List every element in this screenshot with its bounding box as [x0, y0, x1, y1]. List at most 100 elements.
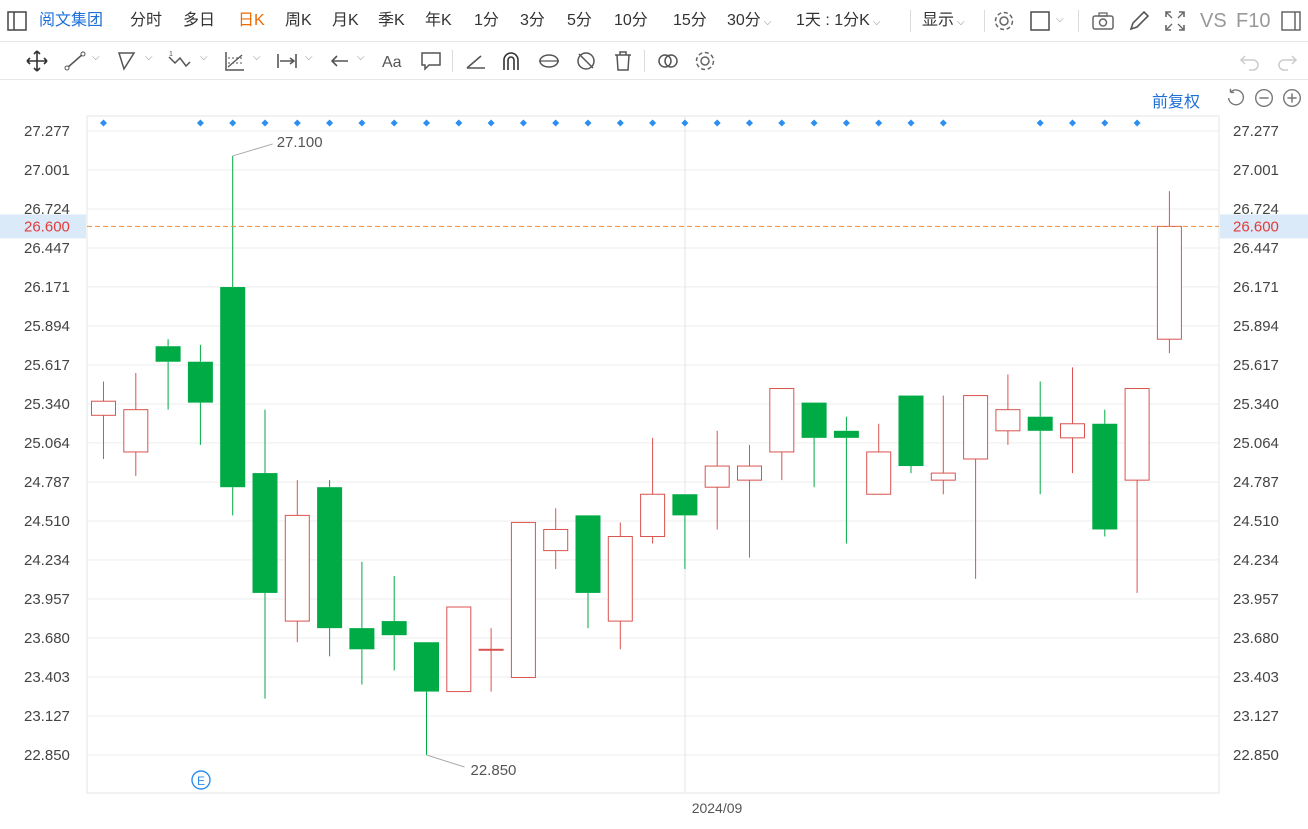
side-panel-icon[interactable]: [1278, 8, 1304, 34]
marker-diamond[interactable]: [423, 119, 430, 127]
marker-diamond[interactable]: [1069, 119, 1076, 127]
candlestick-chart[interactable]: 27.277 27.277 27.001 27.001 26.724 26.724 26.4…: [0, 80, 1308, 829]
undo-icon[interactable]: [1237, 48, 1263, 74]
magnet-icon[interactable]: [498, 48, 524, 74]
candle-27[interactable]: [963, 395, 989, 579]
marker-diamond[interactable]: [939, 119, 947, 127]
candle-24[interactable]: [866, 423, 892, 495]
marker-diamond[interactable]: [1101, 119, 1109, 127]
stock-name[interactable]: 阅文集团: [39, 12, 104, 29]
event-marker[interactable]: [191, 770, 211, 790]
period-tab-6[interactable]: 年K: [425, 12, 452, 29]
candle-29[interactable]: [1027, 381, 1053, 495]
candle-33[interactable]: [1156, 191, 1182, 354]
period-tab-10[interactable]: 10分: [614, 12, 648, 29]
marker-diamond[interactable]: [100, 119, 107, 127]
marker-diamond[interactable]: [261, 119, 269, 127]
period-tab-12[interactable]: 30分 ⌵: [727, 0, 771, 42]
period-tab-11[interactable]: 15分: [673, 12, 707, 29]
marker-diamond[interactable]: [326, 119, 334, 127]
marker-diamond[interactable]: [1133, 119, 1141, 127]
marker-diamond[interactable]: [519, 119, 527, 127]
period-tab-5[interactable]: 季K: [378, 12, 405, 29]
marker-diamond[interactable]: [552, 119, 560, 127]
candle-15[interactable]: [575, 515, 601, 629]
overlay-icon[interactable]: [655, 48, 681, 74]
period-tab-2[interactable]: 日K: [238, 12, 265, 29]
marker-diamond[interactable]: [810, 119, 818, 127]
marker-diamond[interactable]: [616, 119, 624, 127]
period-tab-4[interactable]: 月K: [332, 12, 359, 29]
candle-12[interactable]: [478, 628, 504, 692]
period-tab-1[interactable]: 多日: [183, 12, 216, 29]
candle-19[interactable]: [704, 430, 730, 530]
trash-icon[interactable]: [610, 48, 636, 74]
lock-drawings-icon[interactable]: [536, 48, 562, 74]
chevron-down-icon[interactable]: ⌵: [253, 52, 261, 63]
layout-square-icon[interactable]: [1027, 8, 1053, 34]
marker-diamond[interactable]: [907, 119, 915, 127]
candle-3[interactable]: [187, 344, 213, 445]
candle-30[interactable]: [1060, 367, 1085, 474]
candle-32[interactable]: [1124, 388, 1150, 593]
candle-17[interactable]: [640, 437, 666, 544]
candle-4[interactable]: [220, 155, 246, 516]
candle-11[interactable]: [446, 606, 472, 693]
reset-icon[interactable]: [1224, 86, 1248, 110]
candle-18[interactable]: [672, 494, 698, 569]
marker-diamond[interactable]: [713, 119, 721, 127]
marker-diamond[interactable]: [778, 119, 786, 127]
candle-1[interactable]: [123, 373, 149, 476]
period-tab-3[interactable]: 周K: [285, 12, 312, 29]
arrow-left-icon[interactable]: [327, 48, 353, 74]
marker-diamond[interactable]: [358, 119, 366, 127]
display-menu[interactable]: 显示 ⌵: [922, 0, 965, 42]
price-adjust-toggle[interactable]: 前复权: [1152, 94, 1201, 111]
redo-icon[interactable]: [1274, 48, 1300, 74]
sidebar-toggle-icon[interactable]: [4, 8, 30, 34]
candle-25[interactable]: [898, 395, 924, 474]
marker-diamond[interactable]: [487, 119, 495, 127]
candle-21[interactable]: [769, 388, 795, 481]
marker-diamond[interactable]: [1036, 119, 1044, 127]
chevron-down-icon[interactable]: ⌵: [305, 52, 313, 63]
period-tab-0[interactable]: 分时: [130, 12, 163, 29]
chevron-down-icon[interactable]: ⌵: [200, 52, 208, 63]
marker-diamond[interactable]: [390, 119, 398, 127]
f10-button[interactable]: F10: [1236, 10, 1271, 32]
candle-7[interactable]: [317, 480, 343, 657]
candle-20[interactable]: [737, 444, 762, 558]
candle-13[interactable]: [510, 521, 536, 678]
fullscreen-icon[interactable]: [1162, 8, 1188, 34]
candle-6[interactable]: [284, 480, 310, 643]
zoom-out-icon[interactable]: [1252, 86, 1276, 110]
range-measure-icon[interactable]: [274, 48, 300, 74]
marker-diamond[interactable]: [842, 119, 850, 127]
candle-26[interactable]: [930, 395, 956, 495]
move-icon[interactable]: [24, 48, 50, 74]
marker-diamond[interactable]: [746, 119, 753, 127]
marker-diamond[interactable]: [584, 119, 592, 127]
candle-16[interactable]: [607, 522, 633, 650]
pencil-icon[interactable]: [1126, 8, 1152, 34]
marker-diamond[interactable]: [681, 119, 689, 127]
marker-diamond[interactable]: [455, 119, 463, 127]
comment-icon[interactable]: [418, 48, 444, 74]
chevron-down-icon[interactable]: ⌵: [145, 52, 153, 63]
period-tab-7[interactable]: 1分: [474, 12, 499, 29]
trend-line-icon[interactable]: [62, 48, 88, 74]
candle-23[interactable]: [833, 416, 859, 544]
vs-compare-button[interactable]: VS: [1200, 10, 1227, 32]
interval-select[interactable]: 1天 : 1分K ⌵: [796, 0, 880, 42]
text-tool-icon[interactable]: Aa: [380, 48, 406, 74]
angle-icon[interactable]: [463, 48, 489, 74]
channel-icon[interactable]: [114, 48, 140, 74]
candle-2[interactable]: [155, 339, 181, 410]
candle-5[interactable]: [252, 409, 278, 699]
candle-31[interactable]: [1092, 409, 1118, 537]
marker-diamond[interactable]: [196, 119, 204, 127]
gear-icon[interactable]: [991, 8, 1017, 34]
wave-icon[interactable]: 1: [166, 48, 192, 74]
chevron-down-icon[interactable]: ⌵: [357, 52, 365, 63]
chart-settings-icon[interactable]: [692, 48, 718, 74]
